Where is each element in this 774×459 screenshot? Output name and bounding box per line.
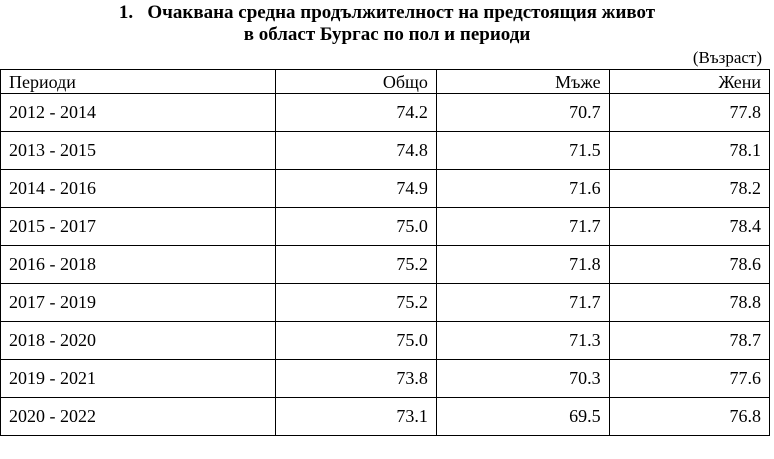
cell-total: 75.2 (275, 283, 437, 322)
table-row: 2017 - 2019 75.2 71.7 78.8 (0, 283, 771, 322)
cell-women: 78.1 (608, 131, 771, 170)
cell-men: 69.5 (435, 397, 610, 436)
cell-men: 71.3 (435, 321, 610, 360)
table-row: 2013 - 2015 74.8 71.5 78.1 (0, 131, 771, 170)
table-row: 2020 - 2022 73.1 69.5 76.8 (0, 397, 771, 436)
cell-total: 74.8 (275, 131, 437, 170)
header-men: Мъже (435, 69, 610, 94)
table-title: 1. Очаквана средна продължителност на пр… (0, 2, 774, 46)
cell-period: 2013 - 2015 (0, 131, 277, 170)
table-title-line-2: в област Бургас по пол и периоди (243, 24, 531, 45)
cell-period: 2014 - 2016 (0, 169, 277, 208)
cell-men: 71.6 (435, 169, 610, 208)
cell-women: 77.8 (608, 93, 771, 132)
cell-women: 77.6 (608, 359, 771, 398)
cell-total: 73.8 (275, 359, 437, 398)
cell-total: 75.0 (275, 207, 437, 246)
table-header-row: Периоди Общо Мъже Жени (0, 69, 771, 94)
cell-period: 2016 - 2018 (0, 245, 277, 284)
cell-total: 74.9 (275, 169, 437, 208)
cell-women: 78.6 (608, 245, 771, 284)
cell-men: 71.5 (435, 131, 610, 170)
header-period: Периоди (0, 69, 277, 94)
table-row: 2015 - 2017 75.0 71.7 78.4 (0, 207, 771, 246)
cell-men: 70.3 (435, 359, 610, 398)
table-row: 2018 - 2020 75.0 71.3 78.7 (0, 321, 771, 360)
cell-men: 71.7 (435, 283, 610, 322)
cell-women: 78.7 (608, 321, 771, 360)
cell-period: 2017 - 2019 (0, 283, 277, 322)
table-row: 2019 - 2021 73.8 70.3 77.6 (0, 359, 771, 398)
header-total: Общо (275, 69, 437, 94)
cell-women: 78.8 (608, 283, 771, 322)
header-women: Жени (608, 69, 771, 94)
table-row: 2014 - 2016 74.9 71.6 78.2 (0, 169, 771, 208)
cell-total: 75.0 (275, 321, 437, 360)
table-title-text-1: Очаквана средна продължителност на предс… (147, 2, 656, 23)
table-row: 2012 - 2014 74.2 70.7 77.8 (0, 93, 771, 132)
cell-women: 78.2 (608, 169, 771, 208)
unit-label: (Възраст) (692, 48, 762, 67)
cell-men: 71.7 (435, 207, 610, 246)
cell-period: 2018 - 2020 (0, 321, 277, 360)
table-number: 1. (118, 2, 134, 23)
cell-men: 70.7 (435, 93, 610, 132)
data-table: Периоди Общо Мъже Жени 2012 - 2014 74.2 … (0, 69, 771, 436)
cell-women: 78.4 (608, 207, 771, 246)
cell-period: 2012 - 2014 (0, 93, 277, 132)
cell-total: 74.2 (275, 93, 437, 132)
cell-women: 76.8 (608, 397, 771, 436)
table-title-line-1: 1. Очаквана средна продължителност на пр… (0, 2, 774, 24)
cell-men: 71.8 (435, 245, 610, 284)
cell-period: 2020 - 2022 (0, 397, 277, 436)
cell-total: 75.2 (275, 245, 437, 284)
cell-period: 2015 - 2017 (0, 207, 277, 246)
cell-period: 2019 - 2021 (0, 359, 277, 398)
cell-total: 73.1 (275, 397, 437, 436)
table-row: 2016 - 2018 75.2 71.8 78.6 (0, 245, 771, 284)
